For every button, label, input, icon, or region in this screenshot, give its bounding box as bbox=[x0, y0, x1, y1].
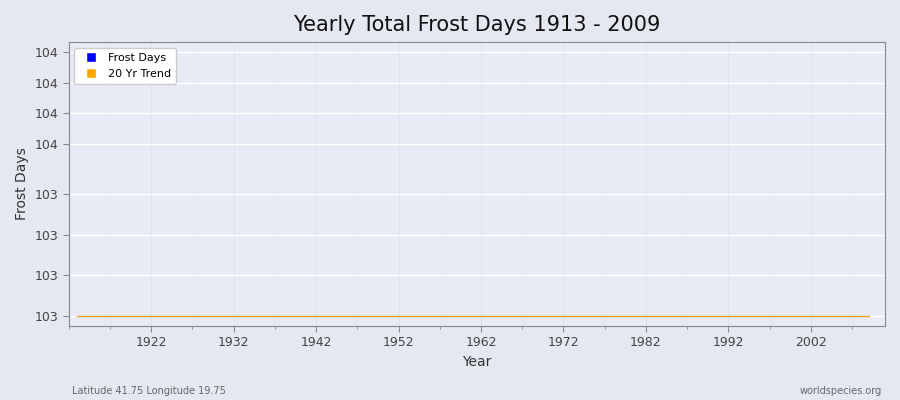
Text: worldspecies.org: worldspecies.org bbox=[800, 386, 882, 396]
Text: Latitude 41.75 Longitude 19.75: Latitude 41.75 Longitude 19.75 bbox=[72, 386, 226, 396]
Title: Yearly Total Frost Days 1913 - 2009: Yearly Total Frost Days 1913 - 2009 bbox=[293, 15, 661, 35]
X-axis label: Year: Year bbox=[463, 355, 491, 369]
Legend: Frost Days, 20 Yr Trend: Frost Days, 20 Yr Trend bbox=[75, 48, 176, 84]
Y-axis label: Frost Days: Frost Days bbox=[15, 148, 29, 220]
